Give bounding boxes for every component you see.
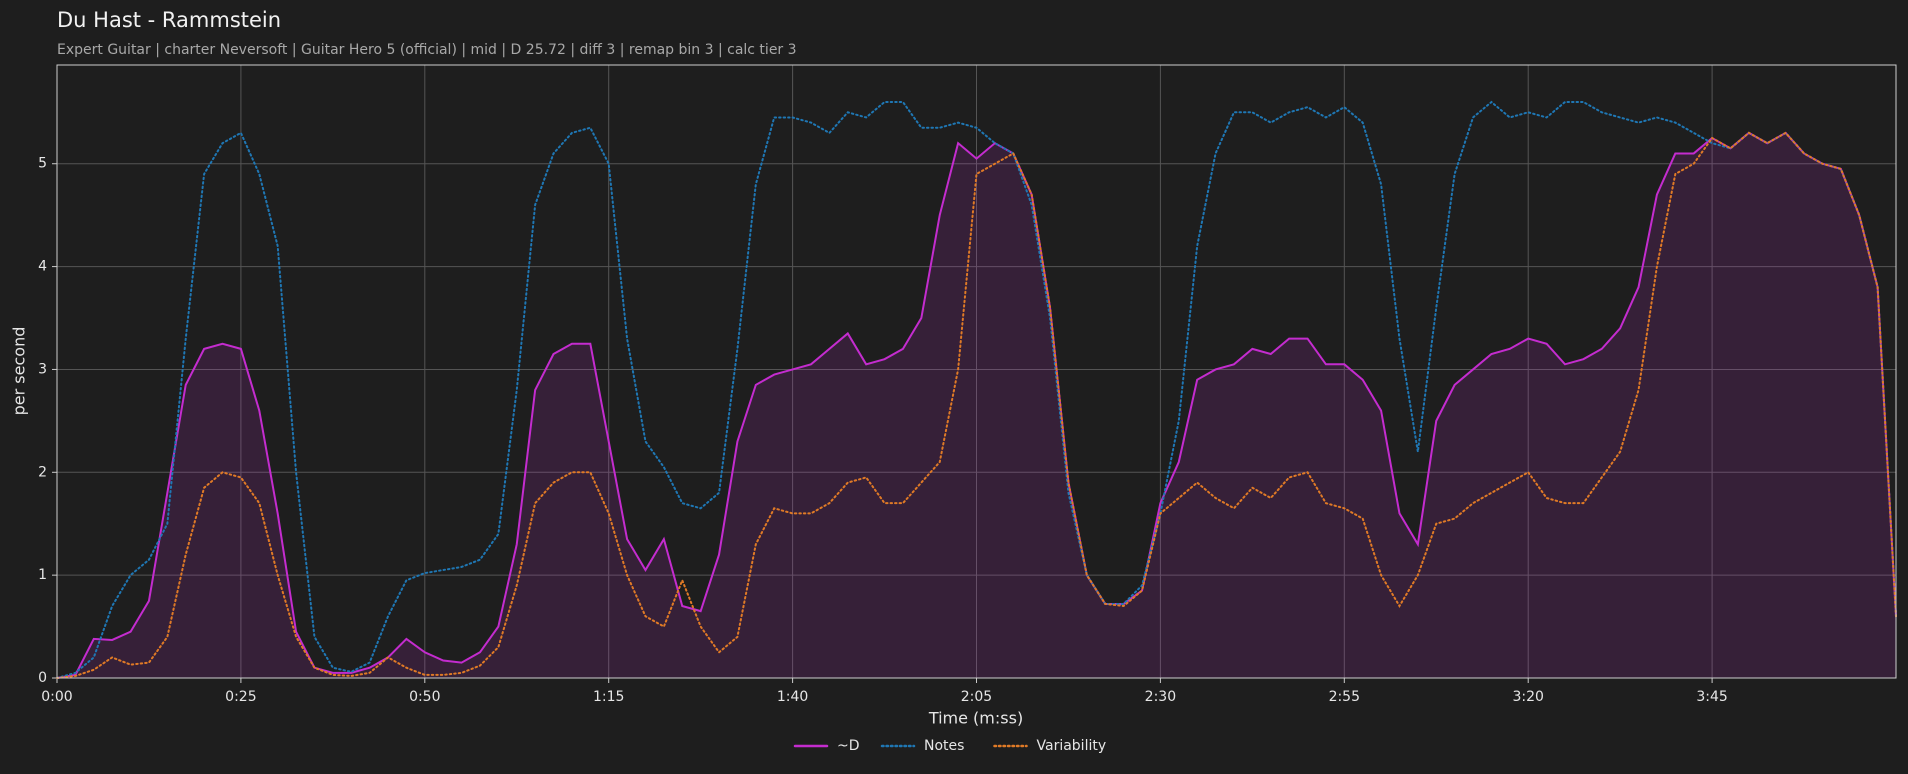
y-tick-label: 4 xyxy=(38,259,47,275)
x-tick-label: 3:45 xyxy=(1696,689,1727,705)
chart-title: Du Hast - Rammstein xyxy=(57,8,281,32)
x-tick-label: 1:40 xyxy=(777,689,808,705)
area xyxy=(57,132,1896,678)
x-tick-label: 0:25 xyxy=(225,689,256,705)
x-tick-label: 2:30 xyxy=(1145,689,1176,705)
y-tick-label: 2 xyxy=(38,464,47,480)
line xyxy=(56,100,1897,679)
x-tick-label: 1:15 xyxy=(593,689,624,705)
line xyxy=(56,131,1897,679)
x-axis-label: Time (m:ss) xyxy=(928,709,1023,728)
x-tick-label: 0:50 xyxy=(409,689,440,705)
y-tick-label: 1 xyxy=(38,567,47,583)
x-tick-label: 2:55 xyxy=(1329,689,1360,705)
x-tick-label: 2:05 xyxy=(961,689,992,705)
y-tick-label: 3 xyxy=(38,361,47,377)
y-axis-label: per second xyxy=(10,327,29,416)
legend-label: ~D xyxy=(837,738,860,754)
y-tick-label: 5 xyxy=(38,156,47,172)
x-tick-label: 3:20 xyxy=(1512,689,1543,705)
legend-label: Variability xyxy=(1037,738,1107,754)
x-tick-label: 0:00 xyxy=(41,689,72,705)
legend-label: Notes xyxy=(924,738,964,754)
plot-frame xyxy=(56,64,1897,679)
y-tick-label: 0 xyxy=(38,670,47,686)
chart-subtitle: Expert Guitar | charter Neversoft | Guit… xyxy=(57,42,797,58)
